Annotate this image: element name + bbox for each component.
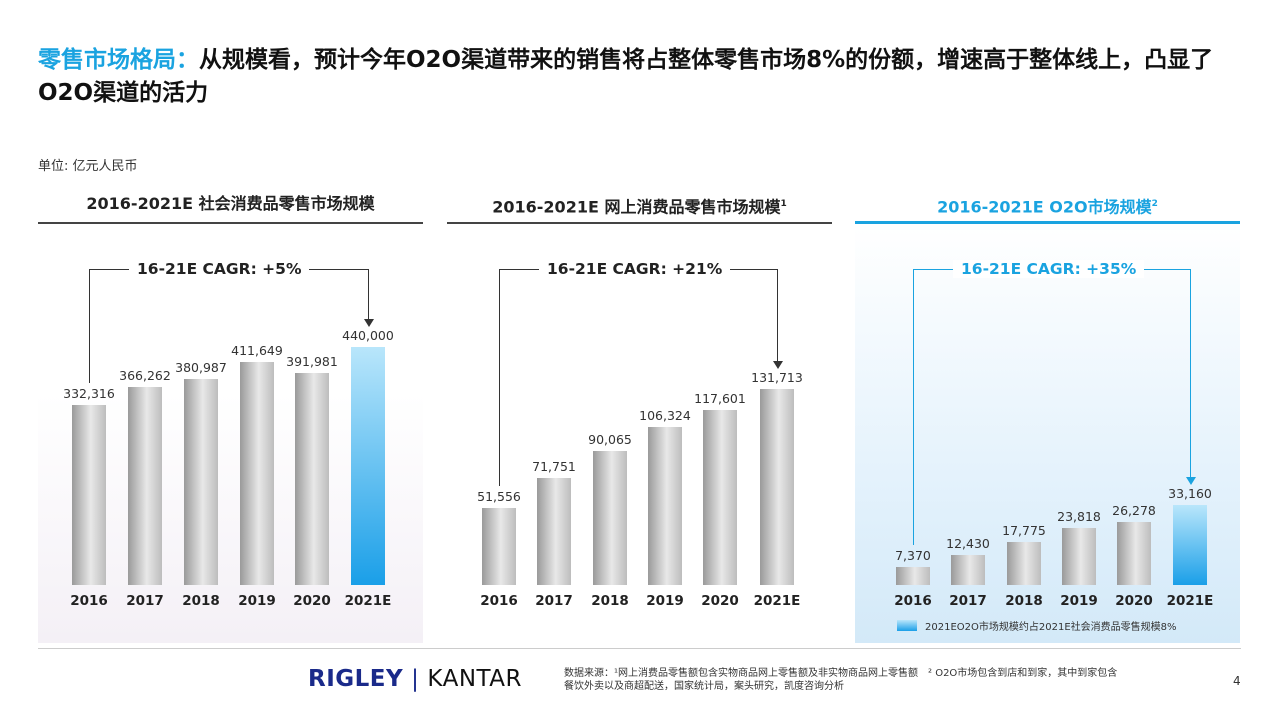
x-tick-label: 2020 [701, 593, 739, 609]
bar-2016 [482, 508, 516, 585]
x-tick-label: 2016 [70, 593, 108, 609]
bar-2017 [951, 555, 985, 585]
chart-retail-market: 2016-2021E 社会消费品零售市场规模 332,316 2016 366,262… [38, 188, 423, 643]
cagr-label: 16-21E CAGR: +5% [129, 260, 310, 278]
x-tick-label: 2016 [480, 593, 518, 609]
bar-2019 [240, 362, 274, 585]
x-tick-label: 2016 [894, 593, 932, 609]
data-label: 131,713 [751, 370, 803, 385]
x-tick-label: 2018 [182, 593, 220, 609]
bar-2017 [537, 478, 571, 585]
data-label: 51,556 [477, 489, 521, 505]
cagr-arrow [1190, 269, 1191, 479]
cagr-bracket-left [89, 269, 90, 384]
data-label: 411,649 [231, 343, 283, 359]
data-label: 12,430 [946, 536, 990, 551]
bar-2021E [760, 389, 794, 585]
data-label: 90,065 [588, 431, 632, 447]
x-tick-label: 2018 [591, 593, 629, 609]
legend-swatch [897, 620, 917, 631]
bar-2016 [896, 567, 930, 585]
cagr-arrow [777, 269, 778, 363]
bar-2018 [184, 378, 218, 585]
cagr-label: 16-21E CAGR: +21% [539, 260, 731, 278]
bar-2019 [648, 426, 682, 585]
cagr-arrow [368, 269, 369, 321]
x-tick-label: 2021E [753, 593, 801, 609]
chart-online-retail-market: 2016-2021E 网上消费品零售市场规模1 51,556 2016 71,751 2… [447, 188, 832, 643]
bar-2017 [128, 386, 162, 585]
footer-divider [38, 648, 1241, 649]
page-number: 4 [1233, 674, 1241, 688]
page-title: 零售市场格局：从规模看，预计今年O2O渠道带来的销售将占整体零售市场8%的份额，… [38, 47, 1214, 106]
logo: RIGLEY | KANTAR [308, 666, 523, 692]
bar-2021E [351, 347, 385, 585]
x-tick-label: 2021E [344, 593, 392, 609]
bar-2016 [72, 405, 106, 585]
data-label: 106,324 [639, 407, 691, 423]
data-label: 440,000 [342, 328, 394, 343]
bar-2019 [1062, 527, 1096, 585]
data-label: 71,751 [532, 459, 576, 475]
bar-2018 [593, 450, 627, 585]
x-tick-label: 2019 [238, 593, 276, 609]
x-tick-label: 2020 [293, 593, 331, 609]
unit-label: 单位: 亿元人民币 [38, 159, 138, 174]
chart-title: 2016-2021E O2O市场规模2 [855, 188, 1240, 224]
x-tick-label: 2019 [646, 593, 684, 609]
legend: 2021EO2O市场规模约占2021E社会消费品零售规模8% [897, 618, 1177, 633]
arrow-head-icon [1186, 477, 1196, 485]
cagr-bracket-left [913, 269, 914, 546]
data-label: 26,278 [1112, 502, 1156, 518]
arrow-head-icon [773, 361, 783, 369]
cagr-label: 16-21E CAGR: +35% [953, 260, 1145, 278]
chart-title: 2016-2021E 社会消费品零售市场规模 [38, 188, 423, 224]
bar-2020 [1117, 521, 1151, 585]
arrow-head-icon [364, 319, 374, 327]
cagr-bracket-left [499, 269, 500, 487]
bar-2018 [1007, 542, 1041, 585]
data-label: 117,601 [694, 390, 746, 406]
data-label: 23,818 [1057, 508, 1101, 524]
x-tick-label: 2019 [1060, 593, 1098, 609]
data-label: 380,987 [175, 359, 227, 375]
x-tick-label: 2021E [1166, 593, 1214, 609]
chart-title: 2016-2021E 网上消费品零售市场规模1 [447, 188, 832, 224]
chart-o2o-market: 2016-2021E O2O市场规模2 7,370 2016 12,430 2017 17… [855, 188, 1240, 643]
data-label: 332,316 [63, 386, 115, 402]
source-notes: 数据来源：¹网上消费品零售额包含实物商品网上零售额及非实物商品网上零售额 ² O… [564, 668, 1118, 692]
bar-2020 [295, 372, 329, 585]
data-label: 391,981 [286, 353, 338, 369]
x-tick-label: 2020 [1115, 593, 1153, 609]
x-tick-label: 2017 [126, 593, 164, 609]
data-label: 7,370 [895, 548, 931, 564]
x-tick-label: 2017 [949, 593, 987, 609]
bar-2020 [703, 409, 737, 585]
bar-2021E [1173, 505, 1207, 585]
data-label: 366,262 [119, 367, 171, 383]
x-tick-label: 2018 [1005, 593, 1043, 609]
data-label: 17,775 [1002, 523, 1046, 539]
data-label: 33,160 [1168, 486, 1212, 501]
x-tick-label: 2017 [535, 593, 573, 609]
